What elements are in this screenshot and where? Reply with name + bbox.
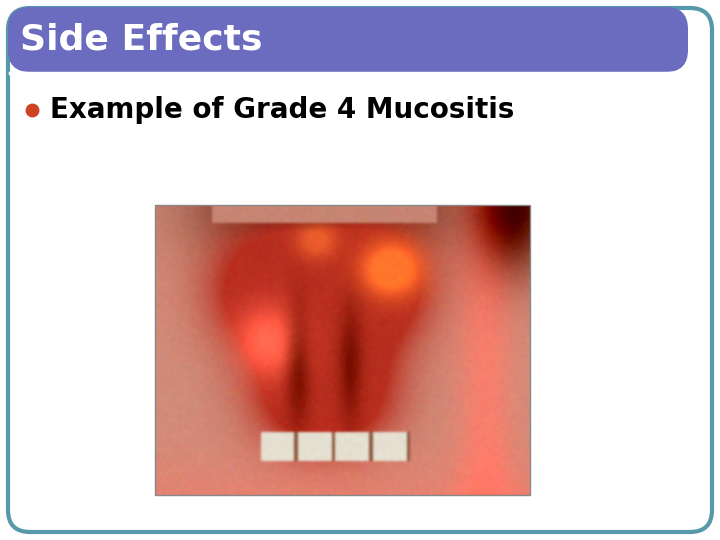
Text: Side Effects: Side Effects [20, 23, 263, 57]
Text: Example of Grade 4 Mucositis: Example of Grade 4 Mucositis [50, 96, 514, 124]
FancyBboxPatch shape [8, 7, 688, 72]
Bar [155, 205, 530, 495]
FancyBboxPatch shape [8, 8, 712, 532]
